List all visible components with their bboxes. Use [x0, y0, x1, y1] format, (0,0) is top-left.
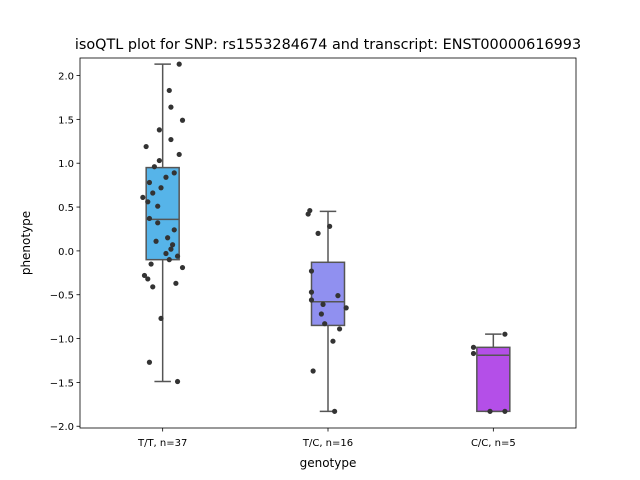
data-point	[166, 257, 172, 263]
data-point	[155, 220, 161, 226]
x-tick-label: T/T, n=37	[137, 438, 187, 449]
data-point	[145, 276, 151, 282]
y-tick-label: −0.5	[50, 291, 74, 302]
data-point	[308, 268, 315, 274]
boxes-layer	[145, 63, 511, 413]
data-point	[330, 338, 336, 344]
box-body	[310, 261, 346, 327]
data-point	[470, 350, 477, 357]
data-point	[179, 264, 186, 271]
data-point	[502, 331, 508, 337]
data-point	[336, 326, 343, 332]
y-tick-label: −1.0	[50, 335, 74, 346]
data-point	[156, 127, 162, 133]
x-axis-label: genotype	[300, 456, 357, 470]
data-point	[168, 104, 174, 110]
data-point	[151, 164, 157, 170]
data-point	[327, 223, 333, 229]
data-point	[141, 272, 148, 279]
data-point	[179, 117, 186, 123]
data-point	[140, 194, 146, 201]
data-point	[176, 61, 182, 67]
y-tick-label: 0.0	[58, 247, 74, 258]
data-point	[320, 301, 326, 307]
data-point	[487, 408, 493, 414]
y-tick-label: 1.0	[58, 159, 74, 170]
x-tick-label: T/C, n=16	[302, 438, 353, 449]
y-axis-label: phenotype	[19, 211, 33, 275]
data-point	[470, 344, 477, 350]
data-point	[171, 170, 177, 176]
data-point	[169, 242, 176, 248]
points-layer	[140, 61, 508, 414]
data-point	[150, 190, 156, 196]
data-point	[174, 253, 181, 259]
y-tick-label: −1.5	[50, 378, 74, 389]
data-point	[148, 261, 154, 267]
y-tick-label: 2.0	[58, 72, 74, 83]
data-point	[146, 359, 153, 365]
data-point	[143, 143, 149, 150]
y-tick-label: 1.5	[58, 115, 74, 126]
data-point	[146, 179, 153, 186]
data-point	[163, 250, 169, 257]
data-point	[155, 203, 161, 209]
data-point	[146, 215, 153, 222]
data-point	[158, 185, 164, 191]
data-point	[315, 230, 321, 236]
data-point	[153, 238, 159, 244]
data-point	[335, 293, 341, 299]
data-point	[343, 305, 349, 311]
data-point	[174, 378, 181, 385]
data-point	[163, 174, 169, 180]
data-point	[156, 157, 162, 164]
data-point	[171, 227, 177, 233]
box-body	[476, 346, 511, 413]
data-point	[502, 408, 508, 414]
data-point	[322, 321, 328, 327]
chart-title: isoQTL plot for SNP: rs1553284674 and tr…	[75, 37, 581, 53]
x-axis: T/T, n=37 T/C, n=16 C/C, n=5	[137, 428, 516, 449]
data-point	[165, 235, 171, 241]
data-point	[150, 284, 156, 290]
y-axis: 2.0 1.5 1.0 0.5 0.0 −0.5 −1.0 −1.5 −2.0	[50, 72, 80, 433]
data-point	[305, 211, 311, 217]
data-point	[145, 199, 151, 205]
data-point	[166, 87, 172, 94]
box-3	[476, 333, 511, 413]
data-point	[168, 246, 174, 252]
x-tick-label: C/C, n=5	[471, 438, 516, 449]
y-tick-label: 0.5	[58, 203, 74, 214]
data-point	[308, 297, 315, 303]
box-1	[145, 63, 180, 383]
data-point	[176, 151, 182, 158]
box-2	[310, 210, 346, 413]
data-point	[318, 311, 324, 317]
data-point	[310, 368, 316, 374]
data-point	[173, 280, 179, 286]
y-tick-label: −2.0	[50, 422, 74, 433]
data-point	[332, 408, 338, 414]
data-point	[308, 289, 315, 295]
data-point	[168, 136, 174, 143]
data-point	[158, 315, 164, 322]
